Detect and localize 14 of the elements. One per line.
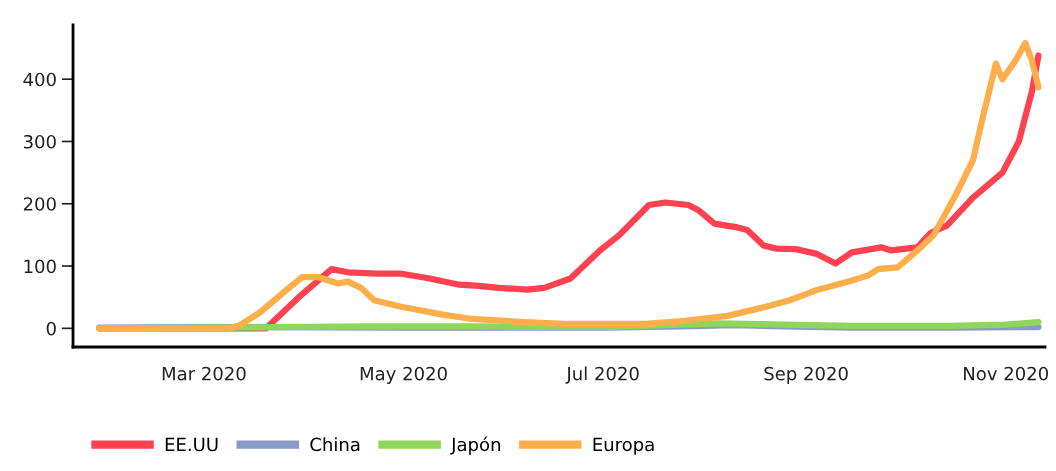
y-tick-label: 300 — [23, 134, 56, 149]
x-tick-label: Jul 2020 — [565, 366, 639, 384]
x-tick-label: May 2020 — [360, 366, 447, 384]
y-tick-label: 0 — [46, 321, 56, 336]
x-tick-label: Nov 2020 — [964, 366, 1048, 381]
legend-label: Japón — [450, 436, 500, 455]
legend-label: Europa — [593, 437, 654, 455]
x-tick-label: Sep 2020 — [764, 366, 848, 384]
legend-label: EE.UU — [165, 437, 218, 452]
legend-label: China — [310, 437, 360, 452]
y-tick-label: 400 — [23, 72, 56, 87]
y-tick-label: 100 — [24, 259, 56, 274]
y-tick-label: 200 — [23, 197, 56, 211]
x-tick-label: Mar 2020 — [162, 366, 246, 381]
